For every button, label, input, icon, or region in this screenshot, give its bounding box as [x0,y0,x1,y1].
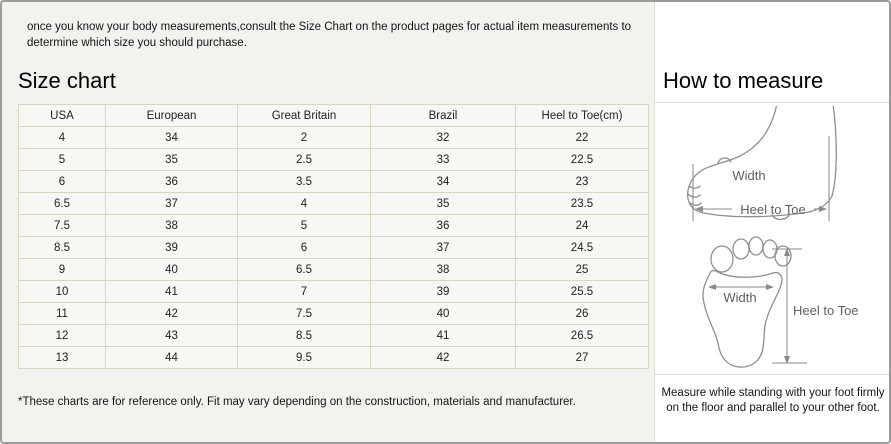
table-cell: 25.5 [515,280,649,303]
table-cell: 38 [105,214,238,237]
table-cell: 40 [105,258,238,281]
table-cell: 6 [18,170,106,193]
table-cell: 26 [515,302,649,325]
table-cell: 41 [105,280,238,303]
table-cell: 7 [237,280,371,303]
table-cell: 9 [18,258,106,281]
table-cell: 22 [515,126,649,149]
table-cell: 27 [515,346,649,369]
table-cell: 35 [105,148,238,171]
table-cell: 23 [515,170,649,193]
table-header-cell: European [105,104,238,127]
table-cell: 5 [237,214,371,237]
table-row: 12 43 8.5 41 26.5 [18,324,649,347]
table-cell: 25 [515,258,649,281]
table-cell: 37 [105,192,238,215]
table-cell: 11 [18,302,106,325]
table-row: 8.5 39 6 37 24.5 [18,236,649,259]
table-cell: 41 [370,324,516,347]
table-cell: 13 [18,346,106,369]
table-cell: 35 [370,192,516,215]
table-header-cell: Great Britain [237,104,371,127]
how-to-measure-title: How to measure [663,68,824,93]
foot-sole-view-diagram: Width Heel to Toe [702,236,859,368]
table-cell: 24.5 [515,236,649,259]
table-cell: 9.5 [237,346,371,369]
table-cell: 8.5 [237,324,371,347]
table-cell: 7.5 [18,214,106,237]
table-cell: 2 [237,126,371,149]
table-cell: 4 [18,126,106,149]
size-table-body: 4 34 2 32 22 5 35 2.5 33 22.5 6 36 3.5 34 23 6.5 37 4 35 23… [18,126,649,369]
table-cell: 42 [105,302,238,325]
table-cell: 3.5 [237,170,371,193]
table-row: 4 34 2 32 22 [18,126,649,149]
size-conversion-table: USA European Great Britain Brazil Heel to To… [18,104,649,369]
table-row: 7.5 38 5 36 24 [18,214,649,237]
table-cell: 44 [105,346,238,369]
table-row: 9 40 6.5 38 25 [18,258,649,281]
table-row: 6.5 37 4 35 23.5 [18,192,649,215]
table-cell: 26.5 [515,324,649,347]
table-cell: 43 [105,324,238,347]
table-cell: 4 [237,192,371,215]
table-row: 13 44 9.5 42 27 [18,346,649,369]
side-view-heel-to-toe-label: Heel to Toe [740,202,806,217]
size-table-header-row: USA European Great Britain Brazil Heel to To… [18,104,649,127]
table-header-cell: USA [18,104,106,127]
table-cell: 34 [370,170,516,193]
foot-side-view-diagram: Heel to Toe Width [686,106,837,221]
table-cell: 5 [18,148,106,171]
table-cell: 38 [370,258,516,281]
table-cell: 37 [370,236,516,259]
table-row: 10 41 7 39 25.5 [18,280,649,303]
table-cell: 2.5 [237,148,371,171]
table-cell: 6.5 [18,192,106,215]
measure-instructions: Measure while standing with your foot fi… [661,387,885,414]
table-row: 11 42 7.5 40 26 [18,302,649,325]
how-to-measure-panel [654,2,889,442]
table-cell: 22.5 [515,148,649,171]
table-header-cell: Heel to Toe(cm) [515,104,649,127]
divider-under-how-title [655,102,889,103]
table-cell: 36 [105,170,238,193]
table-cell: 34 [105,126,238,149]
table-row: 5 35 2.5 33 22.5 [18,148,649,171]
table-row: 6 36 3.5 34 23 [18,170,649,193]
reference-footnote: *These charts are for reference only. Fi… [18,396,576,408]
table-cell: 24 [515,214,649,237]
divider-above-measure-note [655,374,889,375]
intro-text: once you know your body measurements,con… [27,21,632,49]
table-cell: 42 [370,346,516,369]
table-cell: 36 [370,214,516,237]
table-cell: 39 [105,236,238,259]
table-cell: 7.5 [237,302,371,325]
table-header-cell: Brazil [370,104,516,127]
table-cell: 12 [18,324,106,347]
table-cell: 8.5 [18,236,106,259]
sole-view-heel-to-toe-label: Heel to Toe [793,303,859,318]
table-cell: 6.5 [237,258,371,281]
table-cell: 39 [370,280,516,303]
side-view-width-label: Width [732,168,765,183]
table-cell: 33 [370,148,516,171]
table-cell: 23.5 [515,192,649,215]
table-cell: 40 [370,302,516,325]
table-cell: 10 [18,280,106,303]
sole-view-width-label: Width [723,290,756,305]
size-chart-title: Size chart [18,68,116,93]
table-cell: 6 [237,236,371,259]
table-cell: 32 [370,126,516,149]
